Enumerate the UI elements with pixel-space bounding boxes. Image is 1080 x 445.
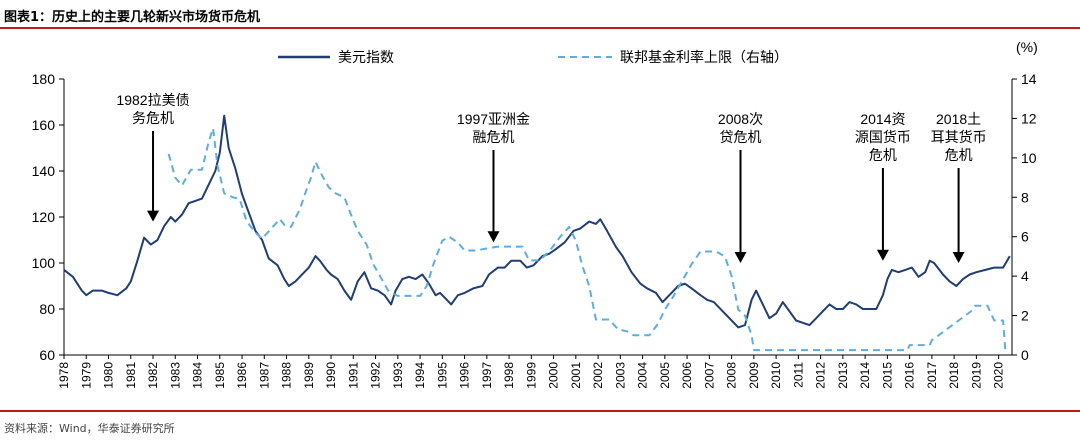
x-tick-label: 1990	[324, 362, 338, 389]
x-tick-label: 1984	[191, 362, 205, 389]
annotation-arrowhead	[487, 231, 500, 243]
x-tick-label: 1998	[502, 362, 516, 389]
y2-tick-label: 14	[1021, 71, 1037, 87]
x-tick-label: 2007	[702, 362, 716, 389]
annotation-label: 危机	[869, 147, 897, 163]
x-tick-label: 1989	[302, 362, 316, 389]
x-tick-label: 2020	[992, 362, 1006, 389]
fed-rate-line	[167, 127, 1007, 352]
annotation-arrowhead	[734, 252, 747, 263]
title-rule	[0, 27, 1080, 29]
x-tick-label: 1996	[458, 362, 472, 389]
y-tick-label: 160	[32, 117, 56, 133]
y2-tick-label: 6	[1021, 229, 1029, 245]
source-rule	[0, 410, 1080, 412]
y-tick-label: 120	[32, 209, 56, 225]
x-tick-label: 1988	[280, 362, 294, 389]
annotation-label: 2014资	[860, 111, 905, 127]
x-tick-label: 1999	[524, 362, 538, 389]
x-tick-label: 2004	[636, 362, 650, 389]
dxy-line	[63, 114, 1011, 329]
y-tick-label: 60	[39, 347, 55, 363]
annotation-arrowhead	[147, 210, 160, 222]
x-tick-label: 2008	[725, 362, 739, 389]
x-tick-label: 1980	[102, 362, 116, 389]
y2-tick-label: 10	[1021, 150, 1037, 166]
annotation-label: 耳其货币	[931, 129, 987, 145]
x-tick-label: 2018	[947, 362, 961, 389]
x-tick-label: 1982	[146, 362, 160, 389]
x-tick-label: 2017	[925, 362, 939, 389]
annotation-arrowhead	[876, 249, 889, 261]
y2-unit-label: (%)	[1016, 39, 1038, 55]
x-tick-label: 1986	[235, 362, 249, 389]
x-tick-label: 1992	[369, 362, 383, 389]
annotation-label: 1997亚洲金	[457, 111, 530, 127]
figure-title: 图表1：历史上的主要几轮新兴市场货币危机	[4, 10, 261, 25]
annotation-label: 务危机	[132, 110, 174, 126]
x-tick-label: 1993	[391, 362, 405, 389]
x-tick-label: 2009	[747, 362, 761, 389]
x-tick-label: 2003	[613, 362, 627, 389]
x-tick-label: 2005	[658, 362, 672, 389]
x-tick-label: 1995	[435, 362, 449, 389]
annotation-label: 2008次	[718, 111, 763, 127]
y2-tick-label: 12	[1021, 110, 1037, 126]
x-tick-label: 1983	[168, 362, 182, 389]
x-tick-label: 2011	[791, 362, 805, 388]
x-tick-label: 1987	[257, 362, 271, 389]
x-tick-label: 1979	[79, 362, 93, 389]
x-tick-label: 1981	[124, 362, 138, 389]
y-tick-label: 140	[32, 163, 56, 179]
x-tick-label: 2000	[547, 362, 561, 389]
x-tick-label: 2014	[858, 362, 872, 389]
annotation-label: 融危机	[472, 129, 514, 145]
x-tick-label: 2010	[769, 362, 783, 389]
x-tick-label: 2006	[680, 362, 694, 389]
x-tick-label: 1994	[413, 362, 427, 389]
y2-tick-label: 2	[1021, 308, 1029, 324]
legend-label-fed: 联邦基金利率上限（右轴）	[620, 49, 788, 65]
annotation-label: 危机	[945, 147, 973, 163]
x-tick-label: 2015	[880, 362, 894, 389]
legend-label-dxy: 美元指数	[338, 49, 394, 65]
x-tick-label: 2013	[836, 362, 850, 389]
annotation-label: 2018土	[936, 111, 981, 127]
y2-tick-label: 4	[1021, 268, 1029, 284]
x-tick-label: 1991	[346, 362, 360, 389]
annotation-label: 源国货币	[855, 129, 911, 145]
y2-tick-label: 0	[1021, 347, 1029, 363]
x-tick-label: 2002	[591, 362, 605, 389]
dxy-fed-chart: 60 80 100 120 140 160 180 0 2 4 6 8 10 12 14 (%) 1978 197…	[32, 39, 1038, 389]
x-tick-label: 2016	[903, 362, 917, 389]
y-tick-label: 80	[39, 301, 55, 317]
annotation-label: 贷危机	[720, 129, 762, 145]
x-tick-label: 1978	[57, 362, 71, 389]
x-tick-label: 2001	[569, 362, 583, 389]
x-tick-label: 1985	[213, 362, 227, 389]
y-tick-label: 100	[32, 255, 56, 271]
annotation-arrowhead	[952, 252, 965, 263]
x-tick-label: 1997	[480, 362, 494, 389]
annotation-label: 1982拉美债	[116, 92, 189, 108]
x-tick-label: 2019	[969, 362, 983, 389]
y-tick-label: 180	[32, 71, 56, 87]
source-note: 资料来源：Wind，华泰证券研究所	[4, 422, 175, 435]
y2-tick-label: 8	[1021, 189, 1029, 205]
x-tick-label: 2012	[814, 362, 828, 389]
